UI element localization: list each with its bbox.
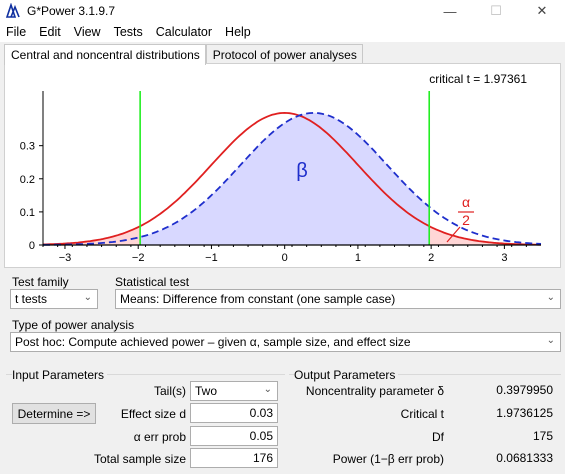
statistical-test-value: Means: Difference from constant (one sam…: [120, 292, 396, 306]
determine-button[interactable]: Determine =>: [12, 403, 96, 424]
effect-size-input[interactable]: 0.03: [190, 403, 278, 423]
distribution-plot: critical t = 1.97361 −3 −2 −1 0 1 2 3 0 0.1 0.2 0.…: [20, 72, 542, 264]
alpha-label: α err prob: [133, 430, 186, 444]
alpha-half-numerator: α: [462, 194, 470, 210]
minimize-button[interactable]: —: [443, 3, 457, 19]
beta-label: β: [296, 160, 308, 182]
noncentrality-value: 0.3979950: [452, 380, 557, 400]
maximize-button[interactable]: ☐: [490, 3, 502, 18]
noncentrality-label: Noncentrality parameter δ: [305, 384, 444, 398]
chevron-down-icon: ⌄: [83, 292, 92, 303]
df-label: Df: [432, 430, 444, 444]
input-parameters-divider: [6, 374, 285, 375]
chevron-down-icon: ⌄: [546, 292, 555, 303]
x-tick-label: −3: [59, 252, 72, 264]
y-tick-label: 0.1: [20, 207, 35, 219]
effect-size-label: Effect size d: [120, 407, 186, 421]
chevron-down-icon: ⌄: [546, 335, 555, 346]
distribution-plot-panel: critical t = 1.97361 −3 −2 −1 0 1 2 3 0 0.1 0.2 0.…: [4, 63, 561, 268]
window-title: G*Power 3.1.9.7: [27, 4, 116, 18]
power-label: Power (1−β err prob): [332, 452, 444, 466]
sample-size-input[interactable]: 176: [190, 448, 278, 468]
x-tick-label: 0: [282, 252, 288, 264]
test-family-value: t tests: [15, 292, 48, 306]
alpha-area-right: [429, 226, 541, 245]
x-tick-label: −1: [205, 252, 218, 264]
close-button[interactable]: ✕: [536, 3, 548, 18]
input-parameters-title: Input Parameters: [12, 368, 108, 382]
menu-view[interactable]: View: [73, 25, 101, 39]
alpha-half-denominator: 2: [462, 212, 470, 228]
power-analysis-label: Type of power analysis: [12, 318, 135, 332]
critical-t-label: critical t = 1.97361: [429, 72, 527, 86]
menu-file[interactable]: File: [6, 25, 27, 39]
gpower-app-icon: [5, 3, 21, 19]
critical-t-value: 1.9736125: [452, 403, 557, 423]
sample-size-label: Total sample size: [93, 452, 186, 466]
menu-tests[interactable]: Tests: [113, 25, 143, 39]
beta-area: [140, 112, 430, 246]
power-value: 0.0681333: [452, 448, 557, 468]
critical-t-output-label: Critical t: [400, 407, 444, 421]
plot-axes: −3 −2 −1 0 1 2 3 0 0.1 0.2 0.3: [20, 91, 541, 264]
output-parameters-divider: [289, 374, 561, 375]
x-tick-label: −2: [132, 252, 145, 264]
statistical-test-label: Statistical test: [115, 275, 190, 289]
chevron-down-icon: ⌄: [263, 384, 272, 395]
y-tick-label: 0.3: [20, 141, 35, 153]
power-analysis-select[interactable]: Post hoc: Compute achieved power – given…: [10, 332, 561, 352]
tails-select[interactable]: Two ⌄: [190, 381, 278, 401]
alpha-area-left: [43, 226, 141, 245]
central-distribution-curve: [43, 111, 541, 246]
alpha-pointer-line: [446, 226, 461, 243]
test-family-select[interactable]: t tests ⌄: [10, 289, 98, 309]
menu-bar: File Edit View Tests Calculator Help: [0, 22, 565, 42]
x-tick-label: 2: [428, 252, 434, 264]
alpha-input[interactable]: 0.05: [190, 426, 278, 446]
noncentral-distribution-curve: [42, 111, 542, 246]
x-tick-label: 3: [501, 252, 507, 264]
df-value: 175: [452, 426, 557, 446]
statistical-test-select[interactable]: Means: Difference from constant (one sam…: [115, 289, 561, 309]
menu-help[interactable]: Help: [225, 25, 251, 39]
x-tick-label: 1: [355, 252, 361, 264]
tab-distributions[interactable]: Central and noncentral distributions: [4, 44, 206, 65]
test-family-label: Test family: [12, 275, 69, 289]
tails-value: Two: [195, 384, 218, 398]
title-bar: G*Power 3.1.9.7 — ☐ ✕: [0, 0, 565, 22]
menu-calculator[interactable]: Calculator: [155, 25, 213, 39]
tab-strip: Central and noncentral distributions Pro…: [4, 44, 363, 65]
tails-label: Tail(s): [154, 384, 186, 398]
output-parameters-title: Output Parameters: [294, 368, 399, 382]
tab-protocol[interactable]: Protocol of power analyses: [205, 44, 363, 64]
menu-edit[interactable]: Edit: [39, 25, 61, 39]
y-tick-label: 0.2: [20, 174, 35, 186]
power-analysis-value: Post hoc: Compute achieved power – given…: [15, 335, 411, 349]
y-tick-label: 0: [29, 240, 35, 252]
